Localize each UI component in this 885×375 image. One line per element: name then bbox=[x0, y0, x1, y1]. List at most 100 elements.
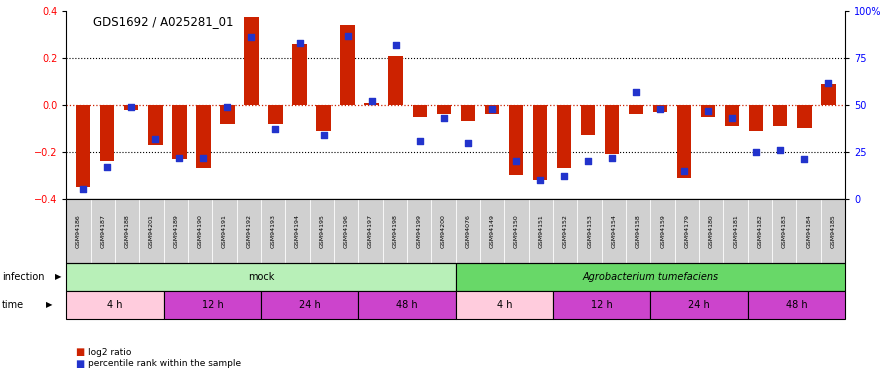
Bar bbox=[725, 105, 739, 126]
Bar bbox=[220, 105, 235, 124]
Text: GSM94076: GSM94076 bbox=[466, 214, 471, 248]
Bar bbox=[389, 56, 403, 105]
Bar bbox=[124, 105, 138, 110]
Text: GSM94196: GSM94196 bbox=[343, 214, 349, 248]
Point bbox=[797, 156, 812, 162]
Text: GSM94181: GSM94181 bbox=[733, 214, 738, 248]
Text: 24 h: 24 h bbox=[299, 300, 320, 310]
Bar bbox=[749, 105, 764, 131]
Bar bbox=[557, 105, 571, 168]
Text: infection: infection bbox=[2, 272, 44, 282]
Point bbox=[100, 164, 114, 170]
Text: GSM94179: GSM94179 bbox=[684, 214, 689, 248]
Text: ■: ■ bbox=[75, 348, 84, 357]
Point bbox=[773, 147, 788, 153]
Text: GSM94198: GSM94198 bbox=[392, 214, 397, 248]
Point bbox=[365, 98, 379, 104]
Point bbox=[509, 158, 523, 164]
Text: mock: mock bbox=[248, 272, 274, 282]
Text: GSM94189: GSM94189 bbox=[173, 214, 179, 248]
Point bbox=[220, 104, 235, 110]
Text: GSM94149: GSM94149 bbox=[489, 214, 495, 248]
Bar bbox=[581, 105, 596, 135]
Point bbox=[76, 186, 90, 192]
Text: Agrobacterium tumefaciens: Agrobacterium tumefaciens bbox=[582, 272, 719, 282]
Point bbox=[341, 33, 355, 39]
Point bbox=[412, 138, 427, 144]
Bar bbox=[821, 84, 835, 105]
Point bbox=[244, 34, 258, 40]
Text: time: time bbox=[2, 300, 24, 310]
Text: ■: ■ bbox=[75, 359, 84, 369]
Point bbox=[605, 154, 620, 160]
Text: GSM94188: GSM94188 bbox=[125, 214, 130, 248]
Text: GSM94192: GSM94192 bbox=[246, 214, 251, 248]
Text: 24 h: 24 h bbox=[689, 300, 710, 310]
Point bbox=[581, 158, 595, 164]
Text: 12 h: 12 h bbox=[591, 300, 612, 310]
Bar bbox=[341, 26, 355, 105]
Text: 48 h: 48 h bbox=[786, 300, 807, 310]
Point bbox=[173, 154, 187, 160]
Point bbox=[533, 177, 547, 183]
Bar bbox=[533, 105, 547, 180]
Text: GSM94190: GSM94190 bbox=[197, 214, 203, 248]
Text: 48 h: 48 h bbox=[396, 300, 418, 310]
Text: GSM94200: GSM94200 bbox=[441, 214, 446, 248]
Text: GSM94183: GSM94183 bbox=[781, 214, 787, 248]
Text: GSM94154: GSM94154 bbox=[612, 214, 617, 248]
Bar bbox=[629, 105, 643, 114]
Point bbox=[292, 40, 306, 46]
Text: log2 ratio: log2 ratio bbox=[88, 348, 132, 357]
Text: GSM94158: GSM94158 bbox=[635, 214, 641, 248]
Bar bbox=[268, 105, 282, 124]
Bar bbox=[173, 105, 187, 159]
Text: GSM94151: GSM94151 bbox=[538, 214, 543, 248]
Point bbox=[461, 140, 475, 146]
Bar bbox=[773, 105, 788, 126]
Text: GSM94159: GSM94159 bbox=[660, 214, 666, 248]
Text: GSM94187: GSM94187 bbox=[100, 214, 105, 248]
Point bbox=[485, 106, 499, 112]
Text: 4 h: 4 h bbox=[496, 300, 512, 310]
Bar bbox=[292, 44, 307, 105]
Point bbox=[436, 115, 450, 121]
Point bbox=[268, 126, 282, 132]
Text: GSM94195: GSM94195 bbox=[319, 214, 325, 248]
Text: ▶: ▶ bbox=[55, 272, 61, 281]
Text: GSM94150: GSM94150 bbox=[514, 214, 519, 248]
Bar bbox=[653, 105, 667, 112]
Bar bbox=[316, 105, 331, 131]
Bar bbox=[485, 105, 499, 114]
Point bbox=[317, 132, 331, 138]
Point bbox=[677, 168, 691, 174]
Point bbox=[629, 89, 643, 95]
Point bbox=[725, 115, 739, 121]
Point bbox=[389, 42, 403, 48]
Point bbox=[557, 173, 571, 179]
Text: GSM94182: GSM94182 bbox=[758, 214, 763, 248]
Text: GSM94153: GSM94153 bbox=[587, 214, 592, 248]
Bar bbox=[436, 105, 451, 114]
Bar bbox=[100, 105, 114, 161]
Point bbox=[653, 106, 667, 112]
Text: GSM94197: GSM94197 bbox=[368, 214, 373, 248]
Point bbox=[821, 80, 835, 86]
Text: GDS1692 / A025281_01: GDS1692 / A025281_01 bbox=[93, 15, 234, 28]
Text: GSM94194: GSM94194 bbox=[295, 214, 300, 248]
Text: ▶: ▶ bbox=[46, 300, 52, 309]
Bar bbox=[196, 105, 211, 168]
Bar bbox=[76, 105, 90, 187]
Text: GSM94199: GSM94199 bbox=[417, 214, 422, 248]
Point bbox=[196, 154, 211, 160]
Bar bbox=[797, 105, 812, 128]
Bar bbox=[148, 105, 163, 145]
Text: 12 h: 12 h bbox=[202, 300, 223, 310]
Bar bbox=[604, 105, 620, 154]
Point bbox=[701, 108, 715, 114]
Text: GSM94191: GSM94191 bbox=[222, 214, 227, 248]
Bar bbox=[244, 17, 258, 105]
Point bbox=[148, 136, 162, 142]
Bar bbox=[701, 105, 715, 117]
Bar bbox=[365, 103, 379, 105]
